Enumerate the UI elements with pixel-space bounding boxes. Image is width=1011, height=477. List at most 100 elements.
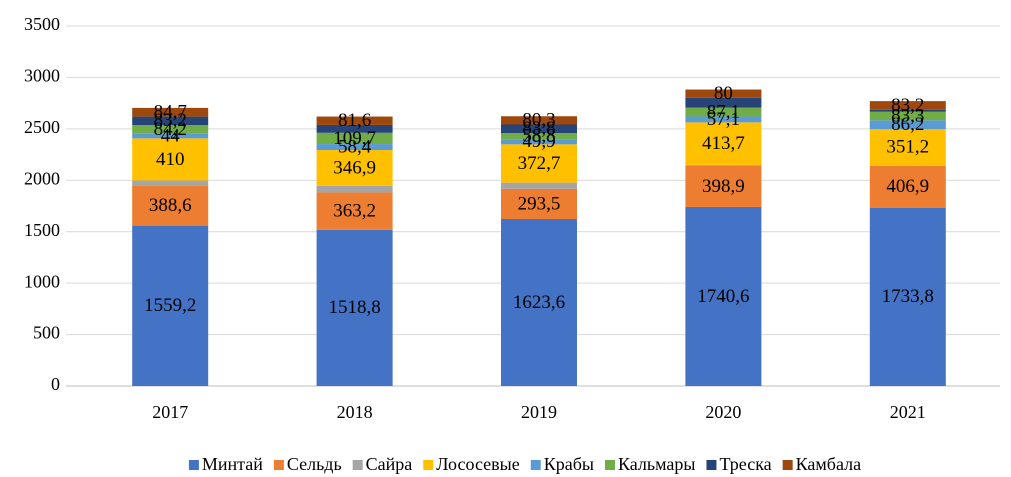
data-label: 44 [161, 125, 181, 146]
bar-segment [869, 109, 946, 112]
data-label: 84,2 [154, 119, 187, 140]
data-label: 80 [714, 83, 733, 104]
data-label: 1733,8 [882, 286, 934, 307]
bar-segment [501, 188, 577, 220]
data-label: 109,7 [333, 128, 376, 149]
data-label: 87,1 [707, 101, 740, 122]
data-label: 406,9 [886, 176, 929, 197]
data-label: 83,2 [154, 110, 187, 131]
legend-swatch [706, 460, 717, 470]
legend-swatch [530, 460, 541, 470]
bar-segment [501, 182, 577, 189]
data-label: 346,9 [333, 157, 376, 178]
data-label: 58,4 [338, 136, 372, 157]
data-label: 80,3 [522, 110, 555, 131]
y-tick-label: 0 [51, 374, 60, 394]
y-tick-label: 1500 [24, 220, 60, 240]
bar-segment [685, 206, 762, 386]
bar-segment [501, 133, 577, 140]
data-label: 86,2 [891, 114, 924, 135]
y-tick-label: 3500 [24, 14, 60, 34]
data-label: 388,6 [149, 195, 192, 216]
data-label: 83,2 [891, 95, 924, 116]
bar-segment [685, 165, 762, 207]
y-tick-label: 500 [33, 323, 60, 343]
x-tick-label: 2021 [890, 402, 926, 422]
legend-label: Кальмары [618, 454, 695, 474]
bar-segment [685, 107, 762, 117]
bar-segment [501, 219, 577, 386]
bar-segment [132, 125, 209, 134]
data-label: 83,8 [522, 118, 555, 139]
bar-segment [501, 144, 577, 183]
bar-segment [501, 124, 577, 134]
bar-segment [501, 139, 577, 145]
bar-segment [132, 116, 209, 126]
bar-segment [685, 97, 762, 108]
data-label: 1559,2 [144, 295, 196, 316]
legend-label: Лососевые [436, 454, 519, 474]
bar-segment [316, 229, 393, 386]
data-label: 351,2 [886, 137, 929, 158]
bar-segment [132, 180, 209, 186]
bar-segment [685, 164, 762, 166]
data-label: 1623,6 [513, 292, 565, 313]
data-label: 398,9 [702, 176, 745, 197]
y-tick-label: 1000 [24, 271, 60, 291]
bar-segment [132, 107, 209, 117]
y-tick-label: 2000 [24, 168, 60, 188]
bar-segment [869, 111, 946, 121]
bar-segment [132, 138, 209, 181]
bar-segment [316, 144, 393, 151]
legend-label: Сельдь [287, 454, 342, 474]
bar-segment [685, 89, 762, 98]
legend-label: Минтай [202, 454, 263, 474]
x-tick-label: 2019 [521, 402, 557, 422]
legend-swatch [423, 460, 434, 470]
legend-label: Треска [719, 454, 771, 474]
bar-segment [132, 133, 209, 139]
bar-segment [869, 207, 946, 386]
bar-segment [316, 185, 393, 193]
legend-label: Сайра [366, 454, 413, 474]
data-label: 84,7 [154, 102, 187, 123]
bar-segment [316, 150, 393, 186]
legend-swatch [273, 460, 284, 470]
legend-label: Крабы [544, 454, 594, 474]
bar-segment [869, 120, 946, 130]
bar-segment [316, 124, 393, 133]
bar-segment [869, 165, 946, 166]
data-label: 49,9 [522, 131, 555, 152]
data-label: 57,1 [707, 109, 740, 130]
data-label: 363,2 [333, 200, 376, 221]
legend-swatch [352, 460, 363, 470]
data-label: 293,5 [518, 193, 561, 214]
bar-segment [869, 129, 946, 166]
legend-swatch [604, 460, 615, 470]
legend-label: Камбала [796, 454, 861, 474]
data-label: 410 [156, 149, 185, 170]
data-label: 413,7 [702, 133, 745, 154]
bar-segment [132, 185, 209, 226]
bar-segment [316, 132, 393, 145]
bar-segment [501, 116, 577, 125]
data-label: 372,7 [518, 153, 561, 174]
bar-segment [316, 192, 393, 230]
data-label: 83,3 [891, 105, 924, 126]
y-tick-label: 3000 [24, 66, 60, 86]
bar-segment [132, 225, 209, 386]
legend-swatch [188, 460, 199, 470]
y-tick-label: 2500 [24, 117, 60, 137]
legend-swatch [782, 460, 793, 470]
bar-segment [869, 165, 946, 208]
bar-segment [685, 122, 762, 165]
data-label: 1518,8 [328, 297, 380, 318]
x-tick-label: 2017 [152, 402, 188, 422]
data-label: 58,8 [522, 126, 555, 147]
x-tick-label: 2020 [705, 402, 741, 422]
data-label: 1740,6 [697, 286, 749, 307]
bar-segment [316, 116, 393, 125]
data-label: 81,6 [338, 110, 371, 131]
x-tick-label: 2018 [337, 402, 373, 422]
